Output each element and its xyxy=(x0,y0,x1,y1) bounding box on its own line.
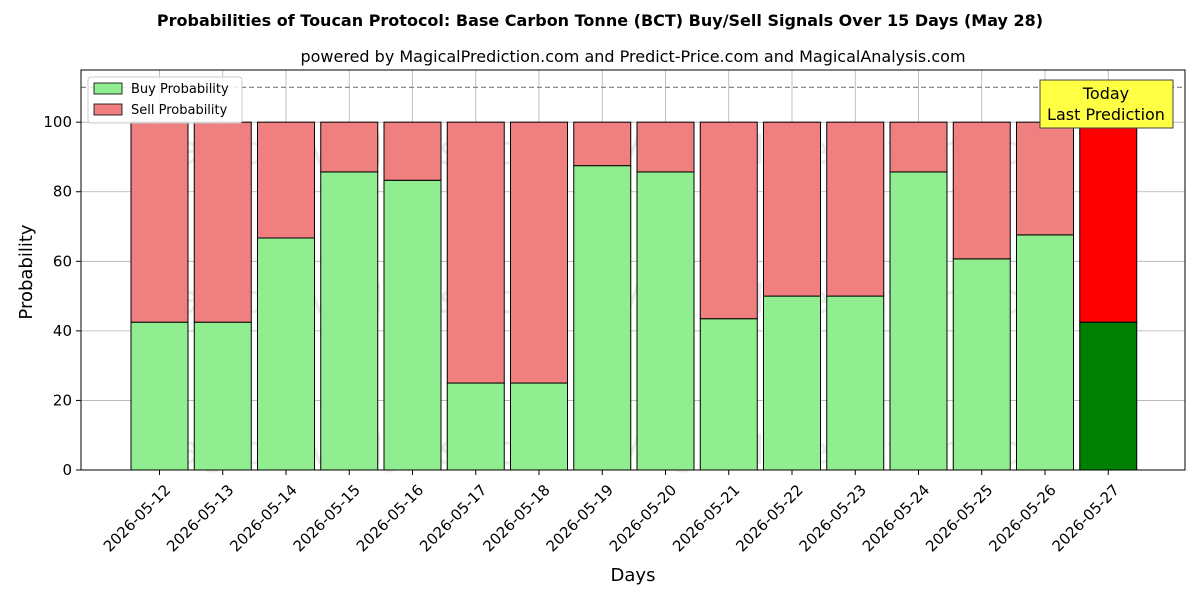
x-tick-label: 2026-05-14 xyxy=(226,481,300,555)
legend-sell-label: Sell Probability xyxy=(131,103,228,118)
bar-buy xyxy=(699,318,758,471)
x-tick-label: 2026-05-25 xyxy=(922,481,996,555)
bar-sell xyxy=(889,121,948,173)
bar-buy xyxy=(636,171,695,471)
y-tick-label: 0 xyxy=(62,461,72,479)
x-tick-label: 2026-05-20 xyxy=(606,481,680,555)
x-tick-label: 2026-05-24 xyxy=(859,481,933,555)
y-tick-label: 40 xyxy=(53,322,72,340)
bar-buy xyxy=(1079,321,1138,471)
bar-buy xyxy=(320,171,379,471)
y-tick-label: 60 xyxy=(53,252,72,270)
x-tick-label: 2026-05-15 xyxy=(290,481,364,555)
x-tick-label: 2026-05-17 xyxy=(416,481,490,555)
y-tick-label: 20 xyxy=(53,391,72,409)
bar-buy xyxy=(510,382,568,471)
bar-sell xyxy=(446,121,505,384)
chart-subtitle: powered by MagicalPrediction.com and Pre… xyxy=(300,47,965,66)
bar-buy xyxy=(446,382,505,471)
y-tick-label: 80 xyxy=(53,183,72,201)
bar-sell xyxy=(510,121,568,384)
x-axis-label: Days xyxy=(611,565,656,586)
y-axis-label: Probability xyxy=(16,224,37,319)
bar-sell xyxy=(1079,121,1138,323)
bar-buy xyxy=(383,179,442,471)
annotation-line-last-prediction: Last Prediction xyxy=(1047,105,1165,124)
x-tick-label: 2026-05-12 xyxy=(100,481,174,555)
bar-buy xyxy=(763,295,821,471)
x-axis-ticks: 2026-05-122026-05-132026-05-142026-05-15… xyxy=(100,470,1123,555)
bar-buy xyxy=(573,165,632,471)
bar-sell xyxy=(130,121,189,323)
bar-sell xyxy=(636,121,695,173)
bar-group xyxy=(130,121,1138,471)
bar-buy xyxy=(1016,234,1074,471)
legend: Buy Probability Sell Probability xyxy=(87,76,243,124)
bar-sell xyxy=(826,121,885,297)
today-annotation: Today Last Prediction xyxy=(1039,79,1174,129)
bar-sell xyxy=(763,121,821,297)
bar-buy xyxy=(257,237,315,471)
y-tick-label: 100 xyxy=(43,113,72,131)
bar-sell xyxy=(383,121,442,181)
legend-sell-swatch xyxy=(93,103,123,116)
legend-buy-swatch xyxy=(93,82,123,95)
x-tick-label: 2026-05-27 xyxy=(1049,481,1123,555)
x-tick-label: 2026-05-13 xyxy=(163,481,237,555)
legend-box xyxy=(87,76,243,124)
bar-buy xyxy=(889,171,948,471)
bar-buy xyxy=(193,321,252,471)
x-tick-label: 2026-05-18 xyxy=(479,481,553,555)
annotation-box xyxy=(1039,79,1174,129)
bar-buy xyxy=(130,321,189,471)
legend-buy-label: Buy Probability xyxy=(131,82,229,97)
x-tick-label: 2026-05-26 xyxy=(985,481,1059,555)
chart-title: Probabilities of Toucan Protocol: Base C… xyxy=(157,11,1043,30)
bar-buy xyxy=(952,258,1011,471)
bar-sell xyxy=(320,121,379,173)
x-tick-label: 2026-05-23 xyxy=(796,481,870,555)
bar-sell xyxy=(699,121,758,320)
bar-sell xyxy=(257,121,315,239)
annotation-line-today: Today xyxy=(1082,84,1129,103)
axes-frame xyxy=(80,69,1186,471)
bar-buy xyxy=(826,295,885,471)
x-tick-label: 2026-05-16 xyxy=(353,481,427,555)
x-tick-label: 2026-05-21 xyxy=(669,481,743,555)
x-tick-label: 2026-05-22 xyxy=(732,481,806,555)
bar-sell xyxy=(573,121,632,167)
bar-sell xyxy=(952,121,1011,260)
bar-sell xyxy=(193,121,252,323)
y-axis-ticks: 0 20 40 60 80 100 xyxy=(43,113,81,479)
bar-sell xyxy=(1016,121,1074,236)
x-tick-label: 2026-05-19 xyxy=(543,481,617,555)
